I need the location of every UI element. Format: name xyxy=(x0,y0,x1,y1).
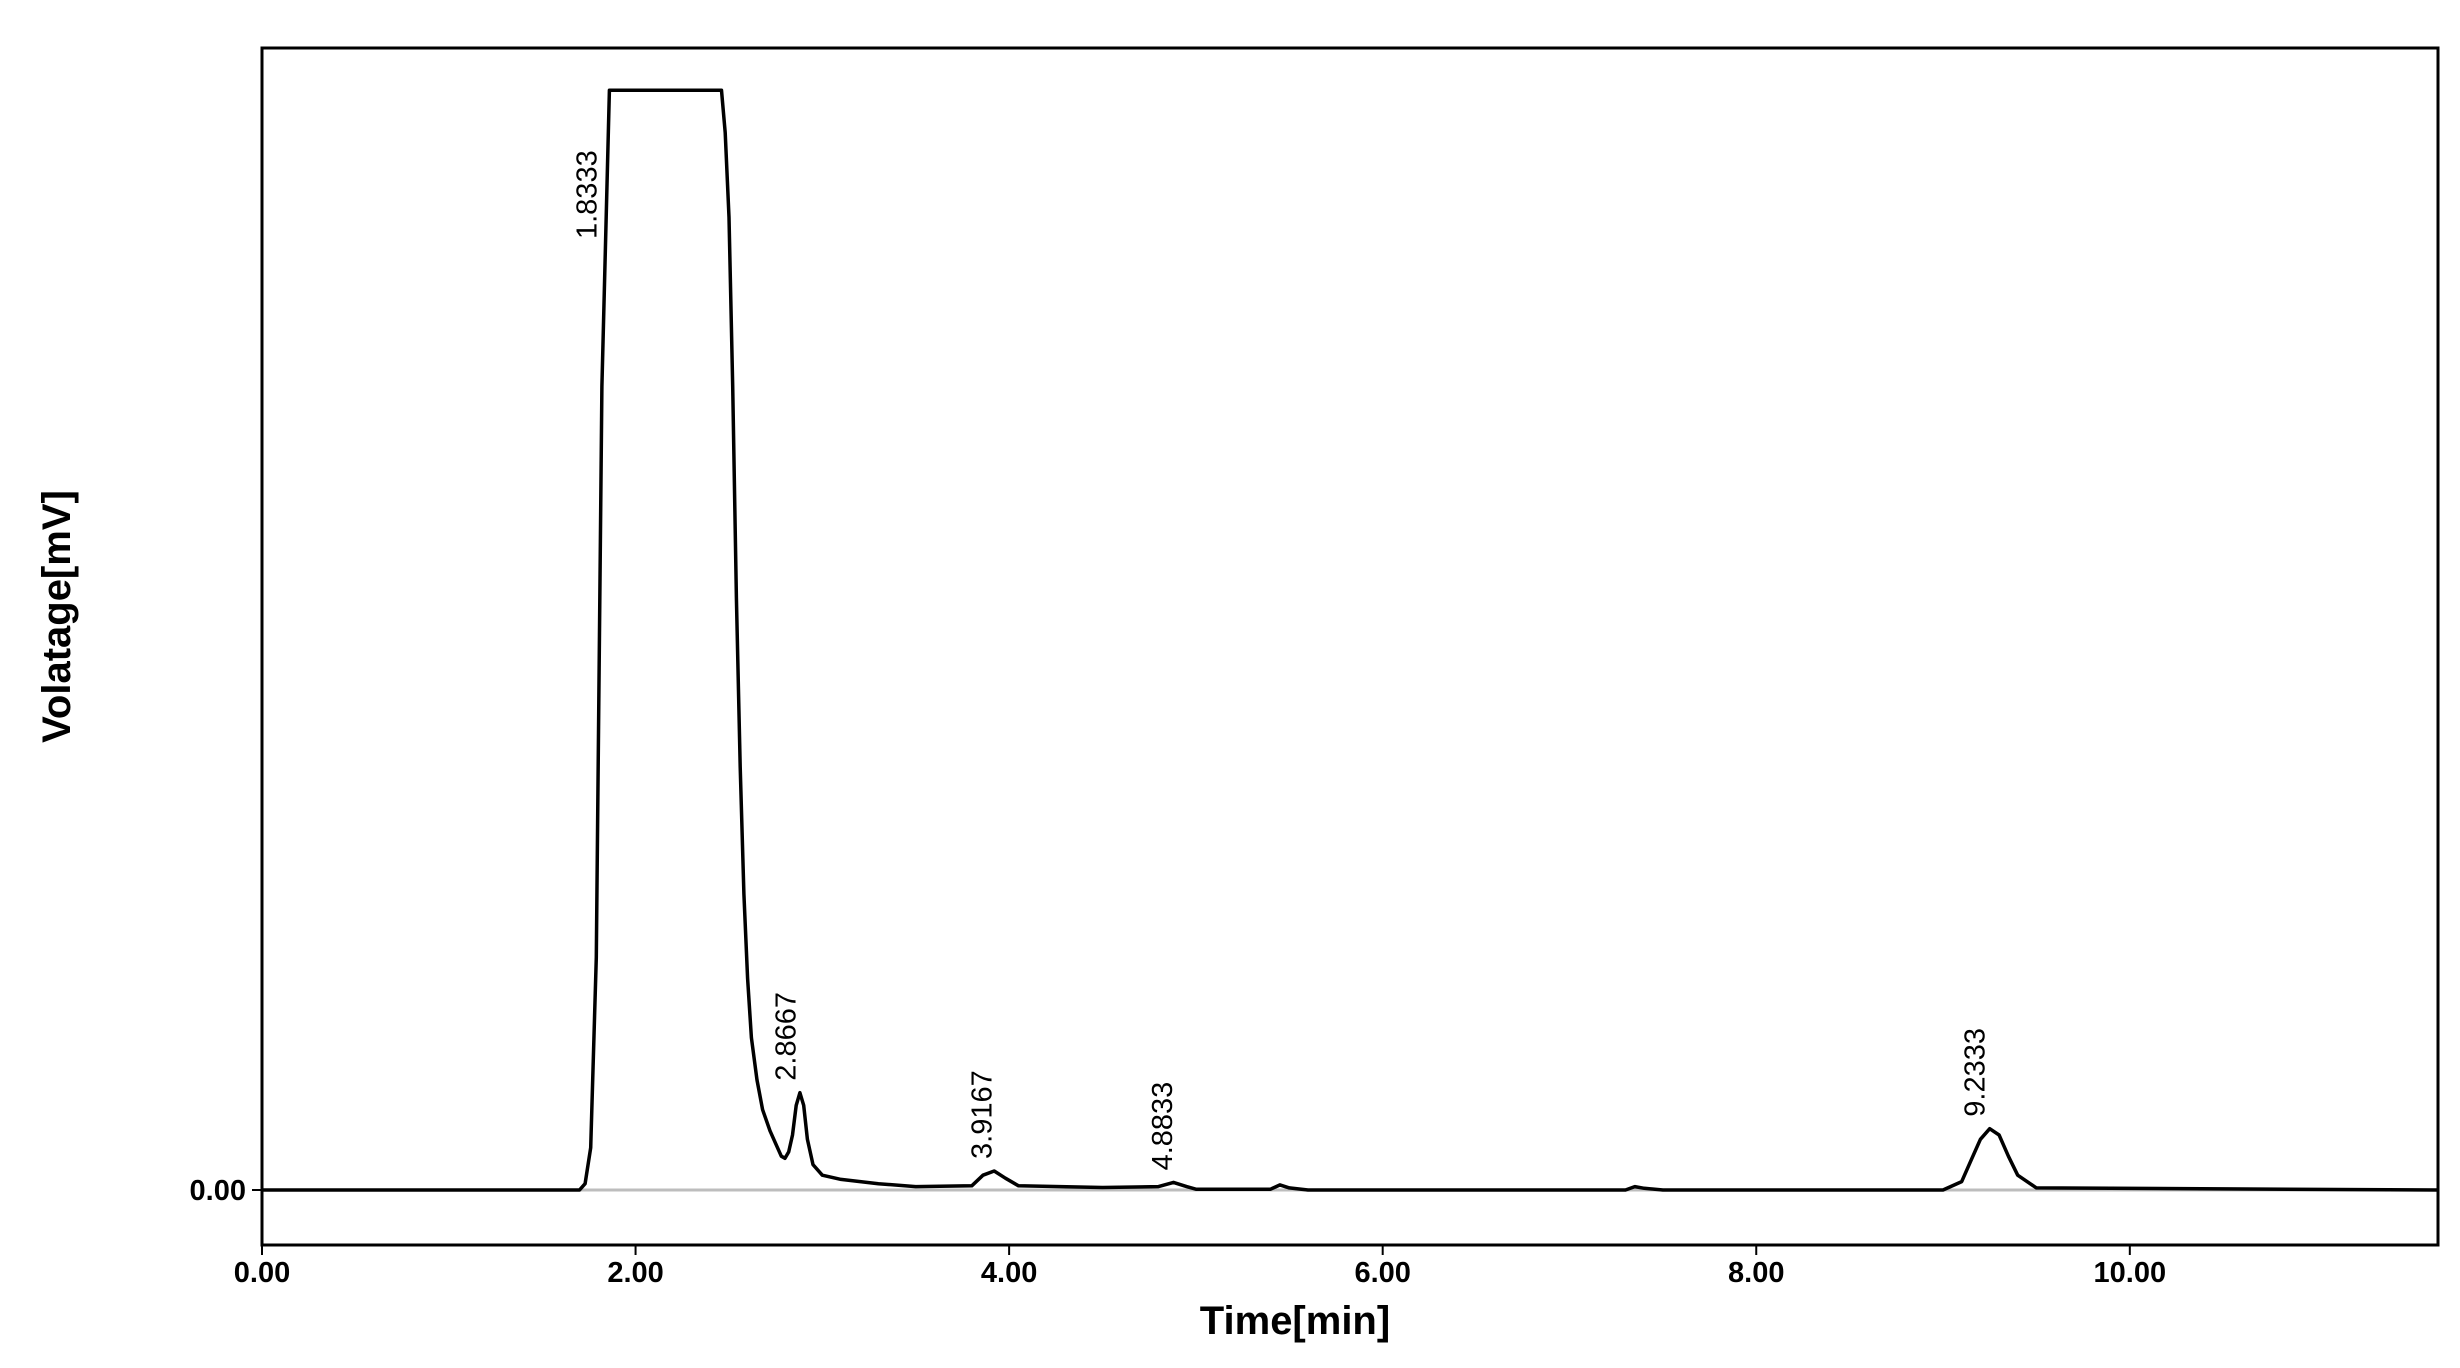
x-tick-label: 2.00 xyxy=(607,1257,663,1289)
y-axis-title: Volatage[mV] xyxy=(35,490,79,743)
x-axis: 0.00 2.00 4.00 6.00 8.00 10.00 xyxy=(234,1245,2166,1289)
y-tick-label: 0.00 xyxy=(190,1175,246,1207)
y-axis: 0.00 xyxy=(190,1175,262,1207)
peak-label: 3.9167 xyxy=(967,1070,999,1159)
plot-area xyxy=(262,88,2439,1192)
x-tick-label: 0.00 xyxy=(234,1257,290,1289)
peak-annotations: 1.8333 2.8667 3.9167 4.8833 9.2333 xyxy=(571,150,1991,1170)
peak-label: 1.8333 xyxy=(571,150,603,239)
peak-label: 4.8833 xyxy=(1147,1082,1179,1171)
peak-label: 9.2333 xyxy=(1960,1028,1992,1117)
x-tick-label: 4.00 xyxy=(981,1257,1037,1289)
plot-frame xyxy=(260,46,2440,1247)
series-line-chromatogram xyxy=(262,88,2439,1192)
x-axis-title: Time[min] xyxy=(1200,1299,1390,1343)
x-tick-label: 8.00 xyxy=(1728,1257,1784,1289)
x-tick-label: 10.00 xyxy=(2094,1257,2167,1289)
x-tick-label: 6.00 xyxy=(1354,1257,1410,1289)
peak-label: 2.8667 xyxy=(770,992,802,1081)
